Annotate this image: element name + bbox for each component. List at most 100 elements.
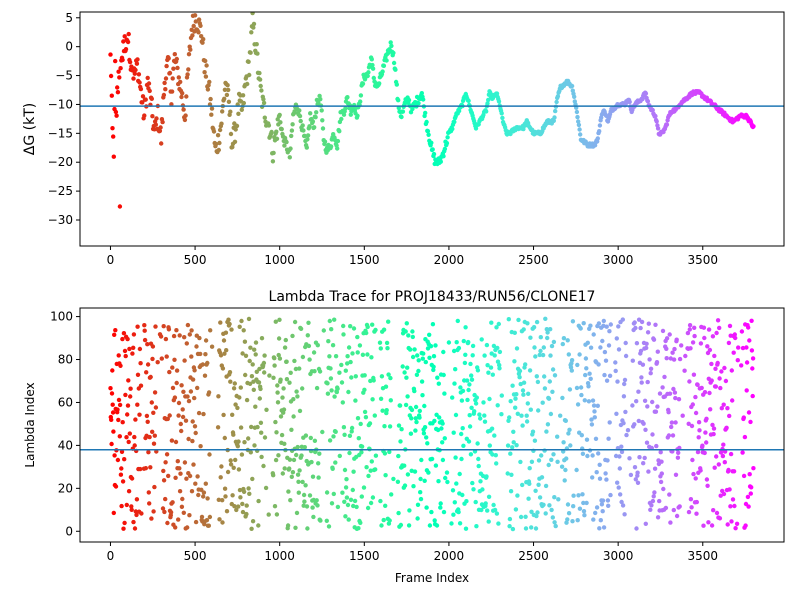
lambda-point	[597, 462, 602, 467]
lambda-point	[187, 332, 192, 337]
lambda-point	[243, 353, 249, 358]
lambda-point	[718, 493, 723, 498]
delta-g-point	[553, 108, 558, 114]
delta-g-point	[305, 133, 311, 138]
lambda-point	[368, 500, 374, 506]
lambda-x-ticks: 0 500 1000 1500 2000 2500 3000 3500	[107, 542, 718, 563]
lambda-point	[186, 398, 192, 404]
lambda-y-label: Lambda Index	[23, 382, 37, 467]
delta-g-point	[320, 118, 325, 123]
lambda-point	[366, 473, 371, 479]
delta-g-point	[111, 154, 117, 159]
lambda-point	[497, 349, 503, 355]
lambda-point	[630, 358, 635, 363]
lambda-point	[294, 389, 299, 394]
lambda-point	[200, 362, 205, 367]
lambda-point	[571, 504, 576, 509]
lambda-point	[658, 450, 663, 455]
delta-g-point	[423, 110, 428, 116]
delta-g-point	[394, 82, 399, 87]
lambda-point	[180, 407, 185, 412]
lambda-point	[747, 338, 752, 343]
lambda-point	[207, 452, 212, 457]
lambda-point	[168, 510, 174, 515]
delta-g-point	[176, 75, 181, 80]
delta-g-point	[200, 40, 205, 45]
lambda-point	[422, 425, 428, 430]
lambda-point	[318, 518, 323, 523]
delta-g-point	[247, 72, 252, 78]
lambda-point	[116, 353, 121, 358]
lambda-point	[165, 416, 170, 422]
lambda-point	[142, 323, 147, 328]
lambda-point	[250, 519, 256, 524]
lambda-point	[170, 500, 175, 505]
lambda-point	[316, 475, 321, 480]
lambda-point	[347, 433, 353, 438]
lambda-point	[538, 335, 543, 340]
delta-g-point	[430, 147, 435, 152]
delta-g-point	[116, 69, 121, 74]
delta-g-point	[186, 52, 192, 57]
lambda-point	[259, 336, 265, 341]
lambda-point	[686, 509, 692, 515]
lambda-point	[353, 398, 358, 403]
delta-g-point	[132, 71, 137, 76]
lambda-point	[232, 381, 237, 386]
delta-g-x-tick-label: 2000	[434, 253, 465, 267]
lambda-point	[493, 453, 498, 458]
lambda-point	[494, 325, 499, 330]
lambda-point	[739, 329, 745, 334]
delta-g-point	[226, 99, 232, 105]
lambda-point	[247, 491, 252, 496]
lambda-point	[296, 479, 301, 484]
lambda-point	[581, 500, 586, 506]
lambda-point	[345, 361, 350, 366]
delta-g-y-tick-label: −30	[48, 213, 73, 227]
lambda-point	[381, 327, 387, 332]
lambda-point	[148, 374, 153, 380]
lambda-point	[425, 441, 430, 446]
lambda-point	[247, 358, 252, 364]
lambda-point	[577, 506, 583, 511]
lambda-point	[408, 347, 413, 352]
lambda-point	[729, 519, 734, 524]
delta-g-point	[215, 133, 221, 138]
lambda-point	[521, 380, 527, 385]
lambda-point	[198, 444, 203, 449]
lambda-point	[712, 353, 717, 359]
delta-g-point	[572, 94, 577, 100]
lambda-point	[591, 403, 597, 408]
lambda-point	[151, 410, 156, 415]
lambda-point	[341, 332, 346, 337]
delta-g-point	[288, 146, 293, 151]
lambda-point	[473, 499, 478, 505]
lambda-point	[250, 476, 255, 482]
delta-g-point	[358, 99, 363, 104]
lambda-point	[709, 361, 714, 367]
lambda-point	[615, 379, 620, 384]
lambda-point	[596, 362, 601, 367]
lambda-point	[441, 372, 446, 378]
lambda-point	[534, 319, 540, 325]
delta-g-point	[224, 92, 230, 98]
lambda-point	[185, 322, 191, 328]
lambda-point	[521, 392, 526, 397]
lambda-point	[205, 360, 210, 366]
lambda-point	[635, 480, 641, 485]
lambda-x-tick-label: 0	[107, 549, 115, 563]
lambda-point	[717, 516, 723, 521]
lambda-point	[613, 453, 619, 459]
delta-g-point	[169, 102, 174, 107]
lambda-point	[230, 412, 235, 417]
lambda-point	[551, 339, 557, 345]
delta-g-point	[486, 97, 491, 103]
lambda-point	[529, 509, 534, 514]
delta-g-point	[230, 144, 235, 150]
lambda-point	[499, 412, 504, 417]
lambda-point	[310, 474, 316, 479]
lambda-point	[294, 452, 299, 458]
lambda-point	[424, 435, 429, 440]
lambda-point	[514, 346, 520, 351]
delta-g-point	[388, 40, 393, 45]
